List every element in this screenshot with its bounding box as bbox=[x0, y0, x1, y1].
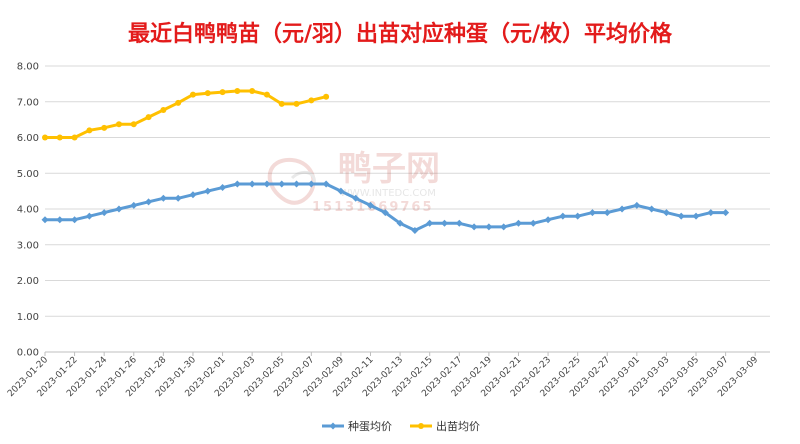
data-point bbox=[293, 180, 301, 188]
legend-label: 种蛋均价 bbox=[348, 419, 392, 433]
y-tick-label: 6.00 bbox=[17, 133, 39, 144]
data-point bbox=[160, 106, 167, 113]
data-point bbox=[233, 180, 241, 188]
y-tick-label: 2.00 bbox=[17, 276, 39, 287]
data-point bbox=[115, 205, 123, 213]
data-point bbox=[189, 191, 197, 199]
data-point bbox=[278, 180, 286, 188]
data-point bbox=[322, 180, 330, 188]
data-point bbox=[470, 223, 478, 231]
data-point bbox=[175, 99, 182, 106]
data-point bbox=[574, 212, 582, 220]
legend-item: 出苗均价 bbox=[410, 419, 480, 433]
series-出苗均价 bbox=[42, 88, 330, 141]
data-point bbox=[308, 97, 315, 104]
data-point bbox=[204, 90, 211, 97]
y-tick-label: 5.00 bbox=[17, 169, 39, 180]
legend-marker bbox=[418, 423, 424, 429]
legend-marker bbox=[329, 422, 337, 430]
data-point bbox=[71, 216, 79, 224]
data-point bbox=[293, 100, 300, 107]
data-point bbox=[588, 209, 596, 217]
data-point bbox=[352, 194, 360, 202]
data-point bbox=[101, 124, 108, 131]
duck-logo-icon bbox=[267, 157, 316, 205]
y-tick-label: 4.00 bbox=[17, 205, 39, 216]
legend-item: 种蛋均价 bbox=[322, 419, 392, 433]
data-point bbox=[248, 180, 256, 188]
data-point bbox=[692, 212, 700, 220]
data-point bbox=[677, 212, 685, 220]
data-point bbox=[42, 134, 48, 141]
data-point bbox=[707, 209, 715, 217]
data-point bbox=[56, 216, 64, 224]
data-point bbox=[249, 88, 256, 95]
data-point bbox=[514, 219, 522, 227]
legend-label: 出苗均价 bbox=[436, 419, 480, 433]
data-point bbox=[159, 194, 167, 202]
data-point bbox=[145, 198, 153, 206]
data-point bbox=[189, 91, 196, 98]
data-point bbox=[307, 180, 315, 188]
data-point bbox=[278, 100, 285, 107]
data-point bbox=[440, 219, 448, 227]
data-point bbox=[145, 114, 152, 121]
data-point bbox=[426, 219, 434, 227]
legend: 种蛋均价 出苗均价 bbox=[322, 419, 480, 433]
data-point bbox=[71, 134, 78, 141]
data-point bbox=[56, 134, 63, 141]
data-point bbox=[263, 91, 270, 98]
y-tick-label: 3.00 bbox=[17, 240, 39, 251]
series-layer bbox=[41, 88, 730, 234]
data-point bbox=[130, 201, 138, 209]
data-point bbox=[662, 209, 670, 217]
data-point bbox=[500, 223, 508, 231]
data-point bbox=[174, 194, 182, 202]
data-point bbox=[100, 209, 108, 217]
data-point bbox=[603, 209, 611, 217]
data-point bbox=[41, 216, 49, 224]
data-point bbox=[396, 219, 404, 227]
data-point bbox=[367, 201, 375, 209]
y-tick-label: 0.00 bbox=[17, 348, 39, 359]
data-point bbox=[544, 216, 552, 224]
data-point bbox=[529, 219, 537, 227]
data-point bbox=[86, 127, 93, 134]
y-tick-label: 7.00 bbox=[17, 97, 39, 108]
data-point bbox=[337, 187, 345, 195]
data-point bbox=[618, 205, 626, 213]
data-point bbox=[722, 209, 730, 217]
data-point bbox=[323, 93, 330, 100]
watermark-url: WWW.INTEDC.COM bbox=[340, 188, 436, 199]
data-point bbox=[263, 180, 271, 188]
data-point bbox=[485, 223, 493, 231]
x-axis: 2023-01-202023-01-222023-01-242023-01-26… bbox=[6, 351, 770, 399]
watermark-brand: 鸭子网 bbox=[338, 149, 440, 189]
data-point bbox=[234, 88, 241, 95]
data-point bbox=[648, 205, 656, 213]
y-tick-label: 1.00 bbox=[17, 312, 39, 323]
y-tick-label: 8.00 bbox=[17, 62, 39, 73]
data-point bbox=[115, 121, 122, 128]
data-point bbox=[559, 212, 567, 220]
data-point bbox=[219, 89, 226, 96]
y-axis: 0.00 1.00 2.00 3.00 4.00 5.00 6.00 7.00 8.00 bbox=[17, 62, 39, 359]
data-point bbox=[411, 226, 419, 234]
data-point bbox=[455, 219, 463, 227]
series-种蛋均价 bbox=[41, 180, 730, 234]
data-point bbox=[204, 187, 212, 195]
data-point bbox=[85, 212, 93, 220]
data-point bbox=[130, 121, 137, 128]
data-point bbox=[381, 209, 389, 217]
data-point bbox=[633, 201, 641, 209]
chart-title: 最近白鸭鸭苗（元/羽）出苗对应种蛋（元/枚）平均价格 bbox=[127, 22, 673, 47]
data-point bbox=[219, 184, 227, 192]
